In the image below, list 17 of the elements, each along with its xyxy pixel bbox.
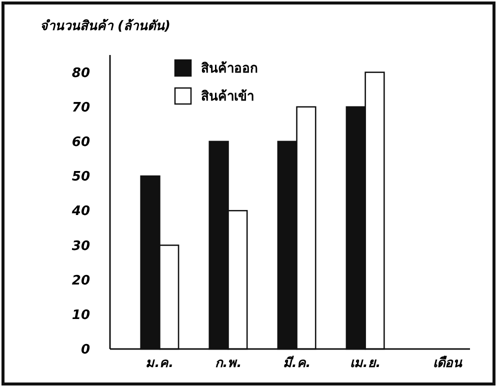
y-tick-label: 70	[72, 100, 90, 116]
y-tick-label: 50	[72, 170, 90, 185]
x-tick-label: ก.พ.	[214, 356, 242, 371]
y-tick-label: 60	[72, 135, 90, 150]
y-tick-label: 20	[72, 273, 90, 288]
legend-label: สินค้าเข้า	[201, 88, 254, 105]
legend-label: สินค้าออก	[201, 60, 258, 77]
y-tick-label: 40	[70, 204, 90, 220]
x-axis-title: เดือน	[433, 355, 463, 371]
y-tick-label: 80	[72, 66, 90, 81]
y-tick-label: 0	[80, 342, 90, 358]
y-tick-label: 30	[72, 238, 90, 254]
y-axis-title: จำนวนสินค้า (ล้านตัน)	[40, 18, 170, 34]
y-tick-label: 10	[72, 308, 90, 323]
x-tick-label: มี.ค.	[282, 355, 311, 371]
x-tick-label: เม.ย.	[350, 356, 381, 371]
x-tick-label: ม.ค.	[146, 356, 174, 371]
